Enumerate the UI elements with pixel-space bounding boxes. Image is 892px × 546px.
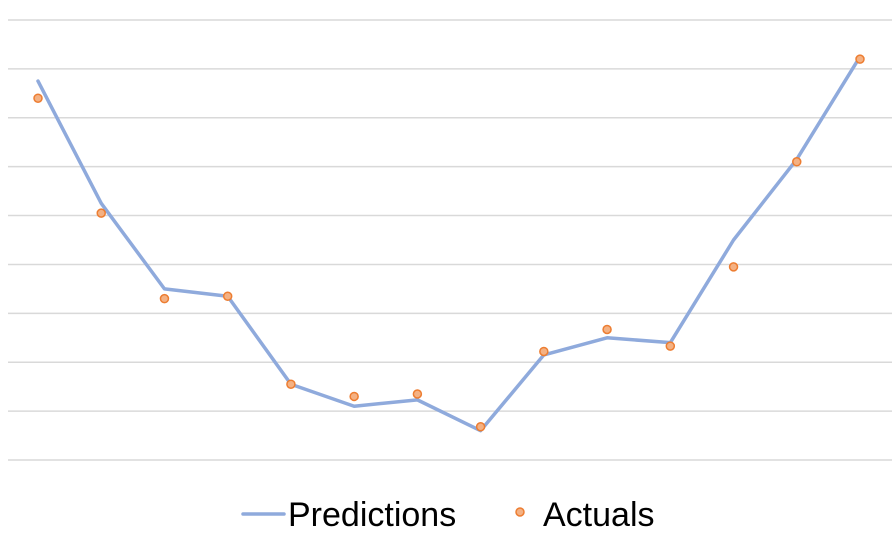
legend-predictions-label: Predictions [288,496,456,534]
actuals-point [286,379,296,389]
actuals-point [33,93,43,103]
legend: Predictions Actuals [241,496,655,534]
actuals-point [96,208,106,218]
actuals-point [665,341,676,351]
actuals-point [475,422,486,432]
actuals-point [412,389,423,399]
actuals-point [539,346,549,357]
actuals-point [728,262,739,272]
actuals-point [855,54,865,64]
legend-actuals-marker-icon [515,507,525,517]
predictions-series [36,54,862,433]
actuals-point [159,293,170,304]
actuals-point [222,291,233,301]
predictions-line [36,54,862,433]
legend-actuals-label: Actuals [543,496,655,534]
actuals-point [349,391,359,402]
actuals-point [792,157,802,167]
actuals-point [602,324,612,335]
gridlines [8,19,892,461]
actuals-series [33,54,865,432]
